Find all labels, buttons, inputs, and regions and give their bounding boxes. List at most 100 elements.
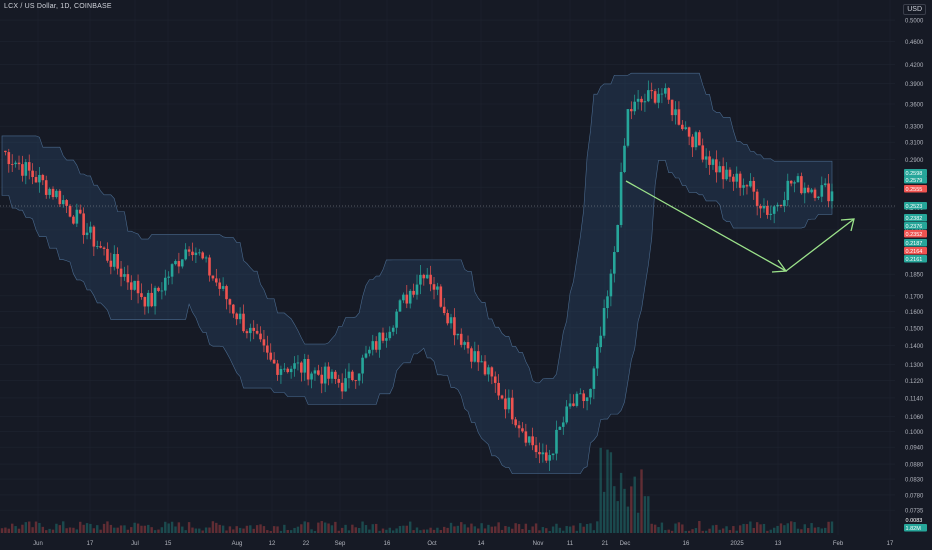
candle-body[interactable] xyxy=(633,101,637,112)
candle-body[interactable] xyxy=(585,397,589,402)
candle-body[interactable] xyxy=(718,166,722,173)
candle-body[interactable] xyxy=(772,206,776,214)
candle-body[interactable] xyxy=(368,349,371,354)
candle-body[interactable] xyxy=(650,90,654,92)
candle-body[interactable] xyxy=(602,308,606,336)
candle-body[interactable] xyxy=(687,127,691,137)
candle-body[interactable] xyxy=(446,313,449,324)
candle-body[interactable] xyxy=(194,252,198,256)
candle-body[interactable] xyxy=(711,159,715,165)
candle-body[interactable] xyxy=(272,359,276,364)
candle-body[interactable] xyxy=(565,406,568,423)
candle-body[interactable] xyxy=(55,190,58,198)
candle-body[interactable] xyxy=(126,274,130,283)
candle-body[interactable] xyxy=(31,170,34,178)
candle-body[interactable] xyxy=(490,367,494,377)
candle-body[interactable] xyxy=(483,361,487,375)
candle-body[interactable] xyxy=(667,88,671,100)
candle-body[interactable] xyxy=(701,145,705,160)
candle-body[interactable] xyxy=(385,338,388,341)
candle-body[interactable] xyxy=(163,277,167,291)
candle-body[interactable] xyxy=(34,177,38,183)
candle-body[interactable] xyxy=(749,180,752,187)
candle-body[interactable] xyxy=(211,275,215,279)
candle-body[interactable] xyxy=(146,292,150,307)
candle-body[interactable] xyxy=(123,274,126,277)
candle-body[interactable] xyxy=(317,370,320,375)
candle-body[interactable] xyxy=(255,330,259,334)
candle-body[interactable] xyxy=(14,162,17,165)
candle-body[interactable] xyxy=(340,382,344,392)
candle-body[interactable] xyxy=(514,419,517,426)
candle-body[interactable] xyxy=(167,276,170,278)
candle-body[interactable] xyxy=(589,388,592,398)
candle-body[interactable] xyxy=(354,380,358,381)
candle-body[interactable] xyxy=(170,264,174,277)
candle-body[interactable] xyxy=(374,341,378,350)
candle-body[interactable] xyxy=(157,287,160,291)
candle-body[interactable] xyxy=(732,176,735,182)
candle-body[interactable] xyxy=(208,257,211,276)
candle-body[interactable] xyxy=(527,436,531,443)
candle-body[interactable] xyxy=(599,335,602,348)
candle-body[interactable] xyxy=(643,101,647,103)
candle-body[interactable] xyxy=(738,173,742,188)
candle-body[interactable] xyxy=(238,313,242,320)
candle-body[interactable] xyxy=(129,282,133,290)
candle-body[interactable] xyxy=(827,183,830,202)
candle-body[interactable] xyxy=(677,109,681,125)
time-axis[interactable] xyxy=(0,535,932,550)
candle-body[interactable] xyxy=(480,361,483,363)
candle-body[interactable] xyxy=(347,371,351,379)
candle-body[interactable] xyxy=(524,431,528,443)
candle-body[interactable] xyxy=(538,452,541,455)
candle-body[interactable] xyxy=(548,455,551,461)
candle-body[interactable] xyxy=(78,209,82,214)
candle-body[interactable] xyxy=(796,176,800,183)
candle-body[interactable] xyxy=(286,368,290,373)
candle-body[interactable] xyxy=(249,327,252,334)
candle-body[interactable] xyxy=(204,257,208,259)
candle-body[interactable] xyxy=(779,204,783,207)
candle-body[interactable] xyxy=(558,426,562,430)
candle-body[interactable] xyxy=(830,191,834,202)
candle-body[interactable] xyxy=(388,331,392,339)
candle-body[interactable] xyxy=(534,445,538,453)
candle-body[interactable] xyxy=(572,403,575,406)
candle-body[interactable] xyxy=(432,284,436,290)
candle-body[interactable] xyxy=(334,371,337,379)
candle-body[interactable] xyxy=(578,393,582,395)
candle-body[interactable] xyxy=(300,362,303,373)
candle-body[interactable] xyxy=(708,156,711,165)
candle-body[interactable] xyxy=(449,317,453,324)
candle-body[interactable] xyxy=(820,185,824,197)
candle-body[interactable] xyxy=(698,132,701,146)
candle-body[interactable] xyxy=(684,127,688,130)
candle-body[interactable] xyxy=(17,162,21,165)
candle-body[interactable] xyxy=(803,187,807,194)
candle-body[interactable] xyxy=(606,296,609,309)
candle-body[interactable] xyxy=(810,189,813,193)
candle-body[interactable] xyxy=(626,109,630,146)
candle-body[interactable] xyxy=(371,341,375,350)
candle-body[interactable] xyxy=(725,169,728,180)
candle-body[interactable] xyxy=(555,429,558,454)
candle-body[interactable] xyxy=(279,369,283,375)
candle-body[interactable] xyxy=(310,373,313,380)
candle-body[interactable] xyxy=(112,254,116,267)
candle-body[interactable] xyxy=(306,359,310,380)
candle-body[interactable] xyxy=(218,282,222,289)
candle-body[interactable] xyxy=(823,183,827,186)
candle-body[interactable] xyxy=(323,366,327,384)
candle-body[interactable] xyxy=(497,382,500,396)
candle-body[interactable] xyxy=(72,216,75,224)
candle-body[interactable] xyxy=(735,173,739,182)
candle-body[interactable] xyxy=(184,249,187,260)
candle-body[interactable] xyxy=(664,88,667,94)
candle-body[interactable] xyxy=(439,286,443,307)
candle-body[interactable] xyxy=(330,371,334,379)
candle-body[interactable] xyxy=(681,124,684,130)
candle-body[interactable] xyxy=(351,371,354,381)
trend-arrows[interactable] xyxy=(625,180,855,273)
